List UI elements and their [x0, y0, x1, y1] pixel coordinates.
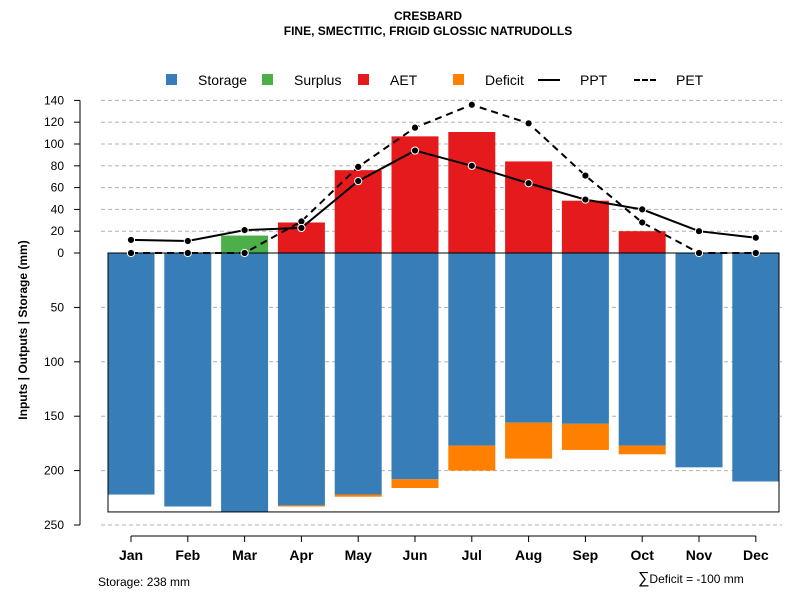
ppt-point: [183, 236, 192, 246]
surplus-bar: [221, 235, 269, 253]
storage-bar: [618, 253, 666, 446]
storage-bar: [448, 253, 496, 446]
x-tick-label: Dec: [743, 547, 769, 563]
grid-lines: [101, 99, 782, 526]
x-tick-label: Jul: [462, 547, 482, 563]
aet-bar: [505, 161, 553, 253]
chart-subtitle: FINE, SMECTITIC, FRIGID GLOSSIC NATRUDOL…: [283, 24, 573, 38]
ppt-point: [467, 161, 476, 170]
deficit-bar: [277, 505, 325, 507]
x-tick-label: Nov: [686, 547, 713, 563]
ppt-point: [694, 227, 704, 236]
pet-point: [240, 248, 249, 258]
y-tick-label: 140: [44, 93, 64, 107]
bars: [107, 132, 780, 512]
x-tick-label: Mar: [232, 547, 257, 563]
legend-swatch-storage: [166, 74, 177, 85]
legend: Storage Surplus AET Deficit PPT PET: [0, 71, 800, 89]
y-tick-label: 100: [44, 355, 64, 369]
pet-point: [751, 248, 760, 258]
y-tick-label: 250: [44, 518, 64, 532]
aet-bar: [448, 132, 496, 253]
storage-bar: [277, 253, 325, 506]
x-tick-label: Jun: [403, 547, 428, 563]
x-tick-label: Aug: [515, 547, 542, 563]
storage-bar: [221, 253, 269, 512]
ppt-point: [240, 226, 249, 235]
deficit-bar: [334, 494, 382, 497]
y-tick-label: 200: [44, 464, 64, 478]
legend-swatch-surplus: [262, 74, 273, 85]
deficit-text: Deficit = -100 mm: [649, 572, 744, 586]
deficit-bar: [391, 479, 439, 489]
storage-note: Storage: 238 mm: [98, 575, 191, 589]
legend-label-storage: Storage: [198, 72, 248, 88]
ppt-point: [126, 235, 136, 245]
pet-point: [126, 248, 136, 258]
series-lines: [126, 100, 760, 258]
pet-point: [694, 248, 704, 258]
ppt-line: [130, 149, 756, 243]
y-tick-label: 150: [44, 409, 64, 423]
legend-label-surplus: Surplus: [294, 72, 342, 88]
legend-line-ppt: [538, 79, 560, 81]
storage-bar: [391, 253, 439, 480]
pet-point: [410, 123, 420, 132]
ppt-point: [297, 223, 306, 233]
storage-bar: [334, 253, 382, 495]
ppt-point: [581, 195, 590, 204]
y-tick-label: 100: [44, 137, 64, 151]
x-tick-label: Oct: [631, 547, 655, 563]
legend-label-ppt: PPT: [580, 72, 608, 88]
storage-bar: [505, 253, 553, 423]
x-tick-label: Apr: [289, 547, 314, 563]
ppt-point: [354, 176, 363, 186]
storage-bar: [164, 253, 212, 507]
y-tick-label: 60: [51, 181, 65, 195]
legend-label-aet: AET: [390, 72, 418, 88]
y-tick-label: 40: [51, 202, 65, 216]
y-tick-label: 0: [57, 246, 64, 260]
pet-point: [183, 248, 192, 258]
storage-bar: [107, 253, 155, 495]
y-axis-label: Inputs | Outputs | Storage (mm): [16, 240, 30, 419]
pet-point: [524, 119, 533, 128]
pet-point: [467, 100, 476, 109]
y-tick-label: 80: [51, 159, 65, 173]
pet-point: [581, 171, 590, 180]
legend-label-pet: PET: [676, 72, 704, 88]
storage-bar: [732, 253, 780, 482]
x-tick-label: Sep: [573, 547, 599, 563]
y-tick-label: 20: [51, 224, 65, 238]
x-tick-label: Jan: [119, 547, 143, 563]
chart-title: CRESBARD: [393, 9, 462, 23]
storage-bar: [675, 253, 723, 468]
legend-swatch-deficit: [453, 74, 464, 85]
ppt-point: [638, 205, 647, 214]
deficit-bar: [561, 423, 609, 450]
ppt-point: [410, 146, 420, 155]
deficit-note: ∑Deficit = -100 mm: [638, 570, 744, 588]
aet-bar: [618, 231, 666, 253]
pet-point: [638, 218, 647, 227]
ppt-point: [524, 179, 533, 188]
deficit-bar: [618, 445, 666, 455]
deficit-bar: [505, 422, 553, 459]
legend-label-deficit: Deficit: [485, 72, 524, 88]
storage-bar: [561, 253, 609, 424]
pet-point: [354, 162, 363, 171]
deficit-bar: [448, 445, 496, 471]
legend-line-pet: [634, 79, 656, 81]
legend-swatch-aet: [358, 74, 369, 85]
x-tick-label: May: [345, 547, 372, 563]
axes: 0 20 40 60 80 100 120 140 50 100 150 200 250 Inputs |…: [16, 93, 769, 563]
y-tick-label: 120: [44, 115, 64, 129]
sigma-symbol: ∑: [638, 570, 650, 587]
aet-bar: [561, 200, 609, 253]
aet-bar: [391, 136, 439, 253]
y-tick-label: 50: [51, 300, 65, 314]
x-tick-label: Feb: [175, 547, 200, 563]
ppt-point: [751, 233, 760, 242]
